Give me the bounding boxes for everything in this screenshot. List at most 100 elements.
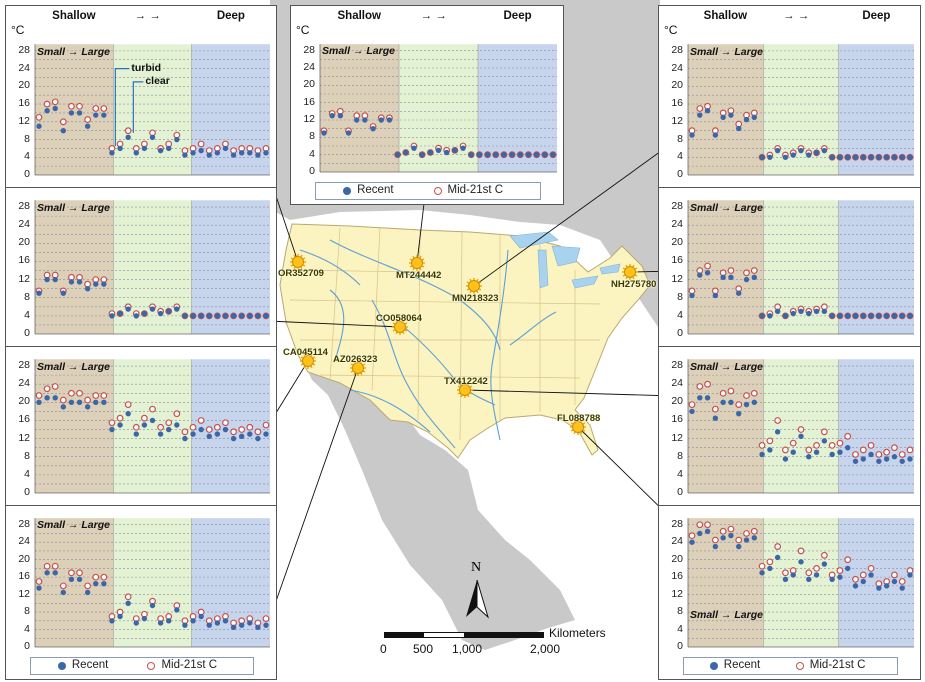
recent-point xyxy=(101,399,107,406)
zone-deep-band xyxy=(191,359,270,493)
recent-point xyxy=(321,130,327,136)
recent-point xyxy=(190,618,196,624)
recent-point xyxy=(720,274,726,281)
recent-point xyxy=(222,145,229,152)
future-point xyxy=(704,521,711,529)
zone-mid-band xyxy=(763,44,839,175)
future-point xyxy=(157,423,165,431)
recent-point xyxy=(419,151,425,158)
site-label-mn218323: MN218323 xyxy=(452,293,499,304)
recent-point xyxy=(767,313,773,319)
header-deep: Deep xyxy=(503,10,532,22)
recent-point xyxy=(852,458,859,464)
future-point xyxy=(92,573,100,581)
site-marker-az026323 xyxy=(350,360,366,376)
recent-point xyxy=(214,150,221,156)
future-point xyxy=(140,414,148,422)
recent-point xyxy=(117,422,123,428)
recent-point xyxy=(101,281,107,287)
recent-point xyxy=(117,310,123,317)
recent-point xyxy=(337,112,344,119)
recent-point xyxy=(542,151,548,158)
recent-point xyxy=(427,149,434,156)
recent-point xyxy=(125,410,131,417)
future-point xyxy=(254,428,262,436)
zone-shallow-band xyxy=(688,200,764,334)
future-point xyxy=(76,569,83,577)
recent-point xyxy=(720,399,726,406)
recent-point xyxy=(60,290,67,296)
recent-point xyxy=(76,399,83,406)
y-tick-label: 28 xyxy=(18,517,30,530)
recent-point xyxy=(141,422,148,428)
chart-plot xyxy=(319,44,557,173)
recent-point xyxy=(704,270,711,276)
recent-point xyxy=(117,613,123,620)
future-point xyxy=(820,428,828,436)
recent-point xyxy=(182,152,188,158)
site-label-co058064: CO058064 xyxy=(376,313,422,324)
y-tick-label: 16 xyxy=(303,95,315,108)
recent-point xyxy=(93,281,99,287)
turbid-pointer xyxy=(114,67,130,147)
recent-point xyxy=(230,624,237,631)
future-point xyxy=(743,530,750,537)
recent-point xyxy=(60,404,67,410)
recent-point xyxy=(206,313,212,319)
recent-point xyxy=(720,114,726,121)
recent-point xyxy=(133,620,139,626)
recent-point xyxy=(829,451,835,458)
chart-panel-fl088788: 0 4 8 12 16 20 24 28 Small → Large Recent Mid-21st… xyxy=(658,505,921,680)
recent-point xyxy=(751,114,757,121)
recent-point xyxy=(52,105,58,112)
y-tick-label: 4 xyxy=(24,622,30,635)
chart-panel-tx412242: 0 4 8 12 16 20 24 28 Small → Large xyxy=(658,346,921,506)
recent-point xyxy=(798,147,804,154)
recent-point xyxy=(813,572,820,578)
recent-point xyxy=(76,110,83,116)
recent-point xyxy=(354,117,360,123)
y-tick-label: 20 xyxy=(671,395,683,408)
future-point xyxy=(875,451,883,458)
recent-point xyxy=(222,618,229,624)
future-point xyxy=(719,389,727,397)
y-tick-label: 8 xyxy=(24,132,30,145)
legend-future-swatch xyxy=(147,662,156,670)
recent-point xyxy=(214,620,221,626)
future-point xyxy=(165,419,173,427)
recent-point xyxy=(411,145,417,151)
recent-point xyxy=(93,112,99,118)
chart-panel-or352709: 0 4 8 12 16 20 24 28 Small → Large °C Shallow → → De… xyxy=(5,5,277,188)
recent-point xyxy=(704,528,711,534)
future-point xyxy=(35,113,43,121)
recent-point xyxy=(68,279,75,285)
future-point xyxy=(59,396,67,404)
site-label-tx412242: TX412242 xyxy=(444,376,488,387)
y-tick-label: 28 xyxy=(671,200,683,213)
future-point xyxy=(766,558,774,566)
recent-point xyxy=(883,456,890,462)
future-point xyxy=(898,451,906,458)
recent-point xyxy=(149,602,156,609)
chart-panel-ca045114: 0 4 8 12 16 20 24 28 Small → Large xyxy=(5,346,277,506)
y-tick-label: 28 xyxy=(303,43,315,56)
y-tick-label: 0 xyxy=(677,640,683,652)
recent-point xyxy=(790,152,796,158)
future-point xyxy=(124,127,132,135)
legend-recent-swatch xyxy=(57,662,66,670)
y-tick-label: 20 xyxy=(303,78,315,91)
recent-point xyxy=(52,395,58,401)
y-tick-label: 24 xyxy=(18,535,30,548)
recent-point xyxy=(125,600,131,607)
recent-point xyxy=(255,624,261,631)
recent-point xyxy=(149,134,156,141)
recent-point xyxy=(36,585,42,591)
recent-point xyxy=(174,306,180,312)
recent-point xyxy=(533,151,540,158)
north-label: N xyxy=(471,560,482,575)
recent-point xyxy=(435,147,442,154)
legend-recent-label: Recent xyxy=(723,659,761,671)
y-tick-label: 4 xyxy=(24,467,30,480)
future-point xyxy=(704,380,711,388)
y-tick-label: 20 xyxy=(18,552,30,565)
